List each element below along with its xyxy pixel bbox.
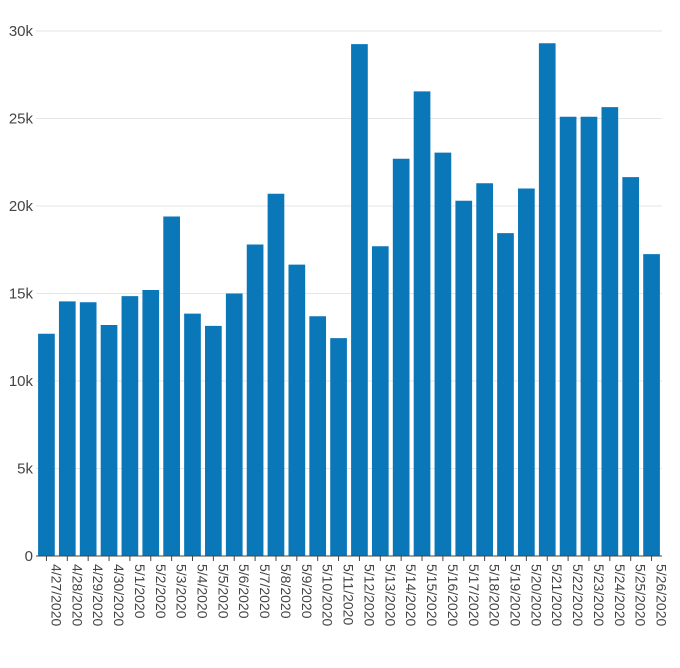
- x-tick-label: 5/5/2020: [215, 564, 231, 619]
- x-tick-label: 4/30/2020: [111, 564, 127, 626]
- bar: [163, 216, 180, 556]
- x-tick-label: 5/17/2020: [466, 564, 482, 626]
- x-tick-label: 4/29/2020: [90, 564, 106, 626]
- y-tick-label: 25k: [9, 111, 34, 128]
- x-tick-label: 5/16/2020: [445, 564, 461, 626]
- bar: [643, 254, 660, 557]
- bar: [371, 246, 389, 556]
- x-tick-label: 5/20/2020: [528, 564, 544, 626]
- x-tick-label: 5/10/2020: [320, 564, 336, 626]
- bar: [246, 244, 264, 556]
- y-tick-label: 0: [25, 548, 33, 565]
- bar: [58, 301, 76, 557]
- y-tick-label: 15k: [9, 286, 34, 303]
- bar: [225, 293, 243, 556]
- x-tick-label: 5/19/2020: [508, 564, 524, 626]
- x-tick-label: 5/2/2020: [153, 564, 169, 619]
- bar: [38, 333, 55, 556]
- x-tick-label: 5/24/2020: [612, 564, 628, 626]
- bar: [476, 183, 493, 556]
- x-tick-label: 5/1/2020: [132, 564, 148, 619]
- bar: [121, 296, 139, 557]
- gridlines: [36, 30, 662, 469]
- bar: [267, 193, 285, 556]
- axes: [36, 555, 662, 561]
- x-tick-label: 5/6/2020: [236, 564, 252, 619]
- x-tick-label: 5/26/2020: [654, 564, 670, 626]
- x-tick-label: 5/25/2020: [633, 564, 649, 626]
- bars: [38, 43, 660, 557]
- bar: [455, 200, 473, 556]
- bar: [559, 116, 577, 556]
- y-tick-labels: 0 5k 10k 15k 20k 25k 30k: [9, 23, 34, 565]
- bar: [622, 177, 640, 557]
- x-tick-label: 5/18/2020: [487, 564, 503, 626]
- x-tick-label: 5/23/2020: [591, 564, 607, 626]
- bar: [392, 158, 410, 556]
- x-tick-labels: 4/27/2020 4/28/2020 4/29/2020 4/30/2020 5/1/…: [48, 564, 669, 626]
- x-tick-label: 5/9/2020: [299, 564, 315, 619]
- bar: [497, 233, 514, 557]
- y-tick-label: 30k: [9, 23, 34, 40]
- bar: [330, 338, 347, 557]
- x-tick-label: 5/12/2020: [361, 564, 377, 626]
- y-tick-label: 20k: [9, 198, 34, 215]
- bar: [79, 302, 97, 556]
- bar: [351, 44, 368, 557]
- bar: [434, 152, 452, 557]
- x-tick-label: 4/28/2020: [69, 564, 85, 626]
- x-tick-label: 5/4/2020: [195, 564, 211, 619]
- x-tick-label: 5/13/2020: [382, 564, 398, 626]
- bar: [413, 91, 431, 557]
- bar: [288, 264, 306, 557]
- x-tick-label: 5/14/2020: [403, 564, 419, 626]
- y-tick-label: 10k: [9, 373, 34, 390]
- x-tick-label: 5/11/2020: [341, 564, 357, 625]
- bar: [184, 313, 201, 557]
- x-tick-label: 5/3/2020: [174, 564, 190, 619]
- x-tick-label: 5/22/2020: [570, 564, 586, 626]
- bar: [309, 316, 327, 556]
- x-tick-label: 5/21/2020: [549, 564, 565, 626]
- bar: [100, 325, 118, 556]
- x-tick-label: 5/8/2020: [278, 564, 294, 619]
- bar: [142, 290, 160, 556]
- bar: [538, 43, 556, 556]
- bar: [205, 325, 222, 557]
- x-tick-label: 5/15/2020: [424, 564, 440, 626]
- x-tick-label: 5/7/2020: [257, 564, 273, 619]
- x-tick-label: 4/27/2020: [48, 564, 64, 626]
- y-tick-label: 5k: [17, 461, 33, 478]
- bar: [580, 116, 598, 556]
- bar: [518, 188, 535, 556]
- bar: [601, 107, 619, 557]
